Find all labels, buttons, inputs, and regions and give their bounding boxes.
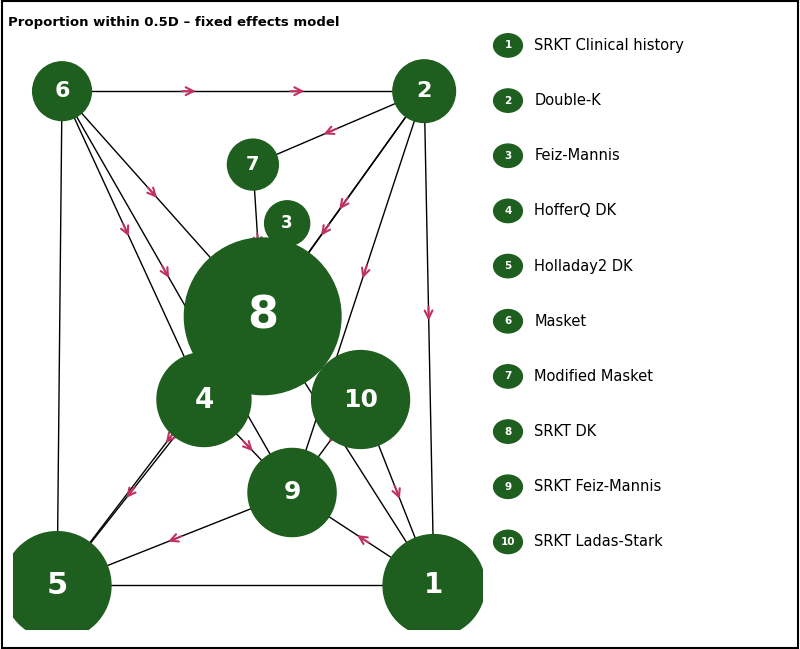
Text: 8: 8 bbox=[504, 426, 512, 437]
Circle shape bbox=[494, 34, 522, 57]
Text: SRKT Ladas-Stark: SRKT Ladas-Stark bbox=[534, 534, 663, 550]
Circle shape bbox=[312, 350, 410, 448]
Text: 5: 5 bbox=[504, 261, 512, 271]
Circle shape bbox=[494, 89, 522, 112]
Text: 9: 9 bbox=[505, 482, 511, 492]
Text: 5: 5 bbox=[46, 571, 68, 600]
Text: 2: 2 bbox=[504, 95, 512, 106]
Circle shape bbox=[33, 62, 91, 121]
Text: 3: 3 bbox=[282, 214, 293, 232]
Text: 10: 10 bbox=[343, 387, 378, 411]
Circle shape bbox=[383, 535, 485, 637]
Circle shape bbox=[494, 475, 522, 498]
Text: 8: 8 bbox=[247, 295, 278, 338]
Circle shape bbox=[494, 199, 522, 223]
Text: Modified Masket: Modified Masket bbox=[534, 369, 654, 384]
Text: 1: 1 bbox=[504, 40, 512, 51]
Text: Proportion within 0.5D – fixed effects model: Proportion within 0.5D – fixed effects m… bbox=[8, 16, 339, 29]
Text: 6: 6 bbox=[504, 316, 512, 326]
Text: SRKT Clinical history: SRKT Clinical history bbox=[534, 38, 684, 53]
Text: 2: 2 bbox=[417, 81, 432, 101]
Circle shape bbox=[157, 352, 251, 447]
Circle shape bbox=[494, 254, 522, 278]
Text: 4: 4 bbox=[504, 206, 512, 216]
Circle shape bbox=[184, 238, 341, 395]
Text: SRKT DK: SRKT DK bbox=[534, 424, 597, 439]
Text: Holladay2 DK: Holladay2 DK bbox=[534, 258, 633, 274]
Circle shape bbox=[494, 310, 522, 333]
Circle shape bbox=[248, 448, 336, 537]
Circle shape bbox=[494, 144, 522, 167]
Text: HofferQ DK: HofferQ DK bbox=[534, 203, 617, 219]
Text: 1: 1 bbox=[424, 572, 444, 600]
Circle shape bbox=[494, 420, 522, 443]
Text: 7: 7 bbox=[504, 371, 512, 382]
Text: 6: 6 bbox=[54, 81, 70, 101]
Circle shape bbox=[393, 60, 455, 123]
Circle shape bbox=[3, 532, 111, 639]
Text: Masket: Masket bbox=[534, 313, 586, 329]
Text: 3: 3 bbox=[504, 151, 512, 161]
Text: 7: 7 bbox=[246, 155, 260, 174]
Circle shape bbox=[494, 530, 522, 554]
Circle shape bbox=[227, 139, 278, 190]
Text: SRKT Feiz-Mannis: SRKT Feiz-Mannis bbox=[534, 479, 662, 495]
Text: Double-K: Double-K bbox=[534, 93, 601, 108]
Circle shape bbox=[265, 201, 310, 246]
Text: 4: 4 bbox=[194, 386, 214, 413]
Text: 9: 9 bbox=[283, 480, 301, 504]
Text: Feiz-Mannis: Feiz-Mannis bbox=[534, 148, 620, 164]
Text: 10: 10 bbox=[501, 537, 515, 547]
Circle shape bbox=[494, 365, 522, 388]
